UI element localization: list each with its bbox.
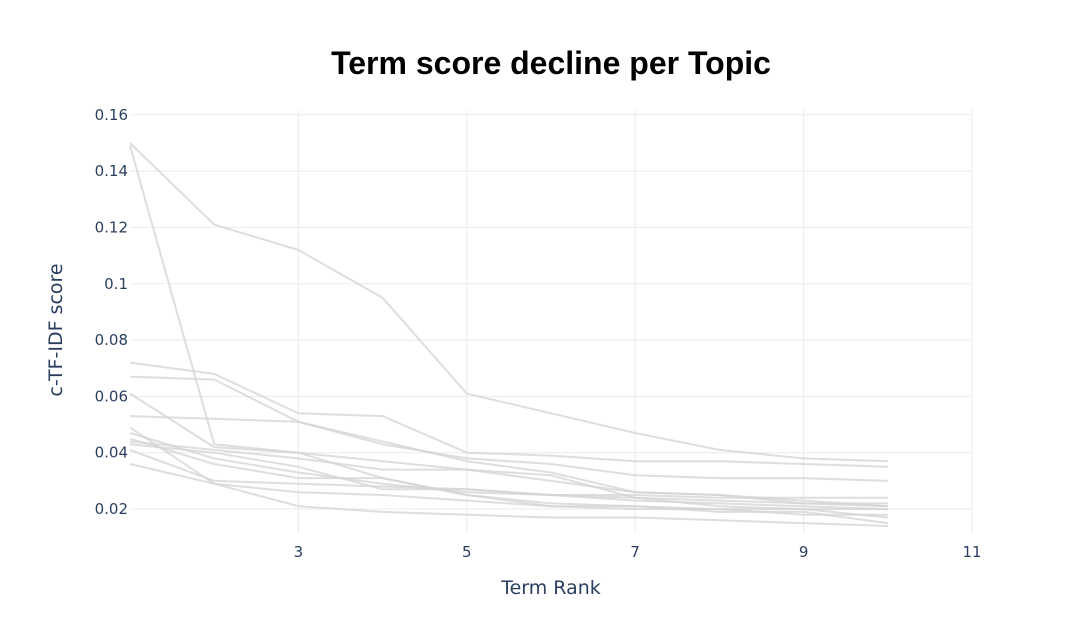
y-tick-label: 0.08 <box>95 331 128 349</box>
series-line-5 <box>129 392 888 508</box>
series-line-7 <box>129 432 888 499</box>
series-lines <box>129 142 888 527</box>
series-line-13 <box>129 426 888 527</box>
y-axis-label: c-TF-IDF score <box>45 263 67 396</box>
x-axis-ticks: 3 5 7 9 11 <box>294 543 982 561</box>
y-tick-label: 0.12 <box>95 218 128 236</box>
series-line-9 <box>129 440 888 519</box>
series-line-3 <box>129 361 888 468</box>
series-line-4 <box>129 375 888 482</box>
gridlines <box>130 110 973 533</box>
x-tick-label: 9 <box>799 543 809 561</box>
y-axis-ticks: 0.02 0.04 0.06 0.08 0.1 0.12 0.14 0.16 <box>95 106 128 518</box>
series-line-2 <box>129 145 888 511</box>
series-line-1 <box>129 142 888 463</box>
y-tick-label: 0.02 <box>95 500 128 518</box>
y-tick-label: 0.1 <box>104 275 128 293</box>
x-axis-label: Term Rank <box>500 577 601 599</box>
chart-title: Term score decline per Topic <box>331 45 771 81</box>
y-tick-label: 0.16 <box>95 106 128 124</box>
y-tick-label: 0.04 <box>95 444 128 462</box>
y-tick-label: 0.14 <box>95 162 128 180</box>
series-line-11 <box>129 448 888 511</box>
x-tick-label: 11 <box>962 543 981 561</box>
y-tick-label: 0.06 <box>95 387 128 405</box>
x-tick-label: 7 <box>630 543 640 561</box>
x-tick-label: 3 <box>294 543 304 561</box>
series-line-12 <box>129 463 888 516</box>
x-tick-label: 5 <box>462 543 472 561</box>
